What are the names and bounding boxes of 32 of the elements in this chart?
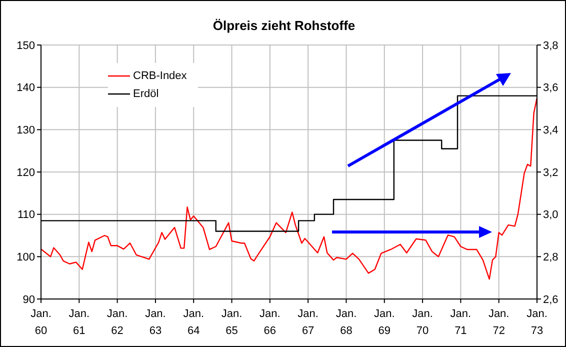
y2-tick-label: 3,6 xyxy=(543,82,558,94)
y2-tick-label: 3,8 xyxy=(543,40,558,52)
y2-tick-label: 3,4 xyxy=(543,124,558,137)
chart-title: Ölpreis zieht Rohstoffe xyxy=(212,18,356,33)
x-tick-label: Jan. 67 xyxy=(298,308,318,337)
line-series xyxy=(41,97,537,280)
legend-label: CRB-Index xyxy=(133,70,187,82)
x-tick-label: Jan. 73 xyxy=(526,308,548,337)
y-tick-label: 100 xyxy=(16,252,35,264)
y2-tick-label: 3,2 xyxy=(543,166,558,179)
x-tick-label: Jan. 62 xyxy=(106,308,128,337)
x-tick-label: Jan. 65 xyxy=(221,308,242,337)
x-tick-label: Jan. 72 xyxy=(488,308,510,337)
x-tick-label: Jan. 60 xyxy=(30,308,52,337)
legend-label: Erdöl xyxy=(133,88,159,100)
x-tick-label: Jan. 70 xyxy=(412,308,433,337)
x-tick-label: Jan. 71 xyxy=(450,308,472,337)
y-tick-label: 120 xyxy=(16,166,35,179)
y-tick-label: 110 xyxy=(17,209,35,222)
x-tick-label: Jan. 66 xyxy=(260,308,280,337)
x-tick-label: Jan. 64 xyxy=(183,308,204,337)
y-tick-label: 130 xyxy=(16,124,35,137)
y-tick-label: 90 xyxy=(22,294,35,306)
y-tick-label: 140 xyxy=(16,82,35,94)
x-tick-label: Jan. 63 xyxy=(145,308,166,337)
y2-tick-label: 2,8 xyxy=(543,252,558,264)
y2-tick-label: 3,0 xyxy=(543,209,558,222)
y2-tick-label: 2,6 xyxy=(543,294,558,306)
y-tick-label: 150 xyxy=(16,40,35,52)
x-tick-label: Jan. 61 xyxy=(68,308,90,337)
x-tick-label: Jan. 69 xyxy=(374,308,395,337)
x-tick-label: Jan. 68 xyxy=(336,308,357,337)
